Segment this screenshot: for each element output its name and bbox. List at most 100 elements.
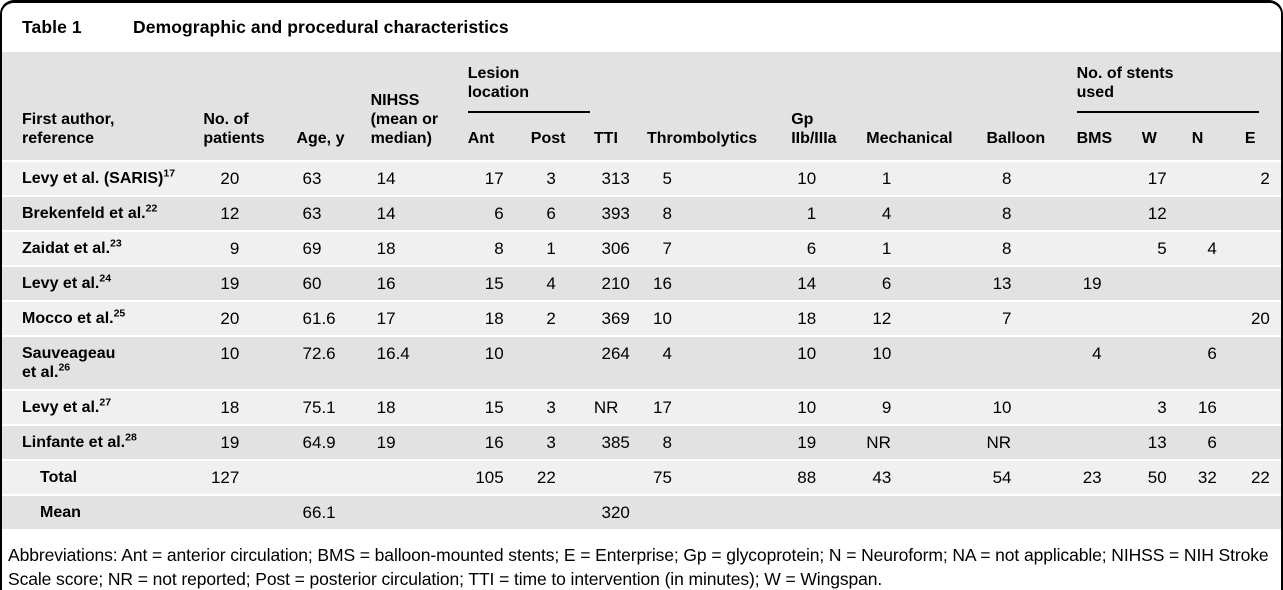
cell-gp: 10 xyxy=(791,335,867,390)
cell-tti: 393 xyxy=(593,195,647,231)
cell-post: 3 xyxy=(530,389,594,425)
summary-row: Total 127 105 22 75 88 43 54 23 50 32 22 xyxy=(2,459,1281,495)
cell-author: Levy et al. (SARIS)17 xyxy=(2,160,204,196)
cell-patients: 127 xyxy=(203,459,297,495)
cell-thromb: 5 xyxy=(646,160,792,196)
cell-tti: 306 xyxy=(593,230,647,266)
cell-patients: 18 xyxy=(203,389,297,425)
cell-ant: 15 xyxy=(467,265,531,301)
cell-patients: 12 xyxy=(203,195,297,231)
cell-post xyxy=(530,494,594,529)
nr-value: NR xyxy=(986,433,1012,452)
table-number-label: Table 1 xyxy=(22,17,82,37)
cell-bms xyxy=(1076,389,1142,425)
col-header-thromb: Thrombolytics xyxy=(646,52,792,161)
cell-nihss: 17 xyxy=(370,300,468,336)
cell-nihss: 19 xyxy=(370,424,468,460)
cell-balloon xyxy=(986,335,1077,390)
cell-patients: 20 xyxy=(203,300,297,336)
cell-balloon: 10 xyxy=(986,389,1077,425)
cell-thromb: 7 xyxy=(646,230,792,266)
cell-post: 1 xyxy=(530,230,594,266)
cell-patients xyxy=(203,494,297,529)
cell-mech: 43 xyxy=(866,459,987,495)
cell-mech: 4 xyxy=(866,195,987,231)
cell-author: Levy et al.24 xyxy=(2,265,204,301)
cell-tti: 210 xyxy=(593,265,647,301)
col-header-tti: TTI xyxy=(593,52,647,161)
cell-age: 75.1 xyxy=(296,389,371,425)
cell-ant: 8 xyxy=(467,230,531,266)
col-group-label-lesion: Lesion location xyxy=(467,65,530,101)
cell-n xyxy=(1191,265,1245,301)
reference-superscript: 17 xyxy=(163,167,176,180)
cell-tti: 313 xyxy=(593,160,647,196)
cell-age: 64.9 xyxy=(296,424,371,460)
cell-nihss: 16.4 xyxy=(370,335,468,390)
cell-balloon: 8 xyxy=(986,195,1077,231)
cell-ant: 105 xyxy=(467,459,531,495)
cell-mech: 12 xyxy=(866,300,987,336)
table-header: First author, reference No. of patients Ag… xyxy=(2,52,1281,161)
cell-age: 63 xyxy=(296,160,371,196)
cell-thromb: 4 xyxy=(646,335,792,390)
cell-mech: 9 xyxy=(866,389,987,425)
cell-ant: 15 xyxy=(467,389,531,425)
table-row: Levy et al.27 18 75.1 18 15 3 NR 17 10 9 10 3 16 xyxy=(2,389,1281,425)
cell-post: 3 xyxy=(530,160,594,196)
cell-e xyxy=(1244,265,1281,301)
table-row: Levy et al. (SARIS)17 20 63 14 17 3 313 5 10 1 8 17… xyxy=(2,160,1281,196)
cell-w xyxy=(1141,494,1192,529)
cell-tti: 264 xyxy=(593,335,647,390)
cell-post: 22 xyxy=(530,459,594,495)
cell-n: 6 xyxy=(1191,335,1245,390)
cell-gp: 14 xyxy=(791,265,867,301)
cell-age: 60 xyxy=(296,265,371,301)
cell-nihss: 18 xyxy=(370,230,468,266)
cell-n xyxy=(1191,195,1245,231)
cell-gp: 10 xyxy=(791,160,867,196)
cell-thromb: 8 xyxy=(646,195,792,231)
cell-bms xyxy=(1076,160,1142,196)
cell-nihss xyxy=(370,494,468,529)
cell-nihss xyxy=(370,459,468,495)
cell-age: 61.6 xyxy=(296,300,371,336)
reference-superscript: 28 xyxy=(125,431,137,444)
cell-patients: 20 xyxy=(203,160,297,196)
cell-n: 6 xyxy=(1191,424,1245,460)
cell-e xyxy=(1244,494,1281,529)
cell-post: 3 xyxy=(530,424,594,460)
cell-author: Linfante et al.28 xyxy=(2,424,204,460)
col-header-author: First author, reference xyxy=(2,52,204,161)
table-row: Zaidat et al.23 9 69 18 8 1 306 7 6 1 8 5 4 xyxy=(2,230,1281,266)
cell-e xyxy=(1244,335,1281,390)
table-body: Levy et al. (SARIS)17 20 63 14 17 3 313 5 10 1 8 17… xyxy=(2,160,1281,529)
col-group-rule-lesion xyxy=(467,111,590,113)
cell-w: 3 xyxy=(1141,389,1192,425)
cell-w: 13 xyxy=(1141,424,1192,460)
cell-thromb: 8 xyxy=(646,424,792,460)
cell-w: 12 xyxy=(1141,195,1192,231)
cell-patients: 19 xyxy=(203,265,297,301)
cell-tti: 320 xyxy=(593,494,647,529)
cell-age: 66.1 xyxy=(296,494,371,529)
col-group-rule-stents xyxy=(1076,111,1259,113)
cell-e: 2 xyxy=(1244,160,1281,196)
cell-w xyxy=(1141,300,1192,336)
cell-ant xyxy=(467,494,531,529)
table-row: Sauveageau et al.26 10 72.6 16.4 10 264 4 10 10 4 6 xyxy=(2,335,1281,390)
cell-e xyxy=(1244,389,1281,425)
cell-bms: 23 xyxy=(1076,459,1142,495)
cell-patients: 9 xyxy=(203,230,297,266)
cell-thromb: 16 xyxy=(646,265,792,301)
cell-age: 63 xyxy=(296,195,371,231)
cell-e: 22 xyxy=(1244,459,1281,495)
cell-patients: 10 xyxy=(203,335,297,390)
cell-post: 6 xyxy=(530,195,594,231)
reference-superscript: 26 xyxy=(58,361,71,374)
cell-nihss: 14 xyxy=(370,160,468,196)
cell-w: 5 xyxy=(1141,230,1192,266)
cell-bms xyxy=(1076,300,1142,336)
cell-e: 20 xyxy=(1244,300,1281,336)
cell-ant: 18 xyxy=(467,300,531,336)
